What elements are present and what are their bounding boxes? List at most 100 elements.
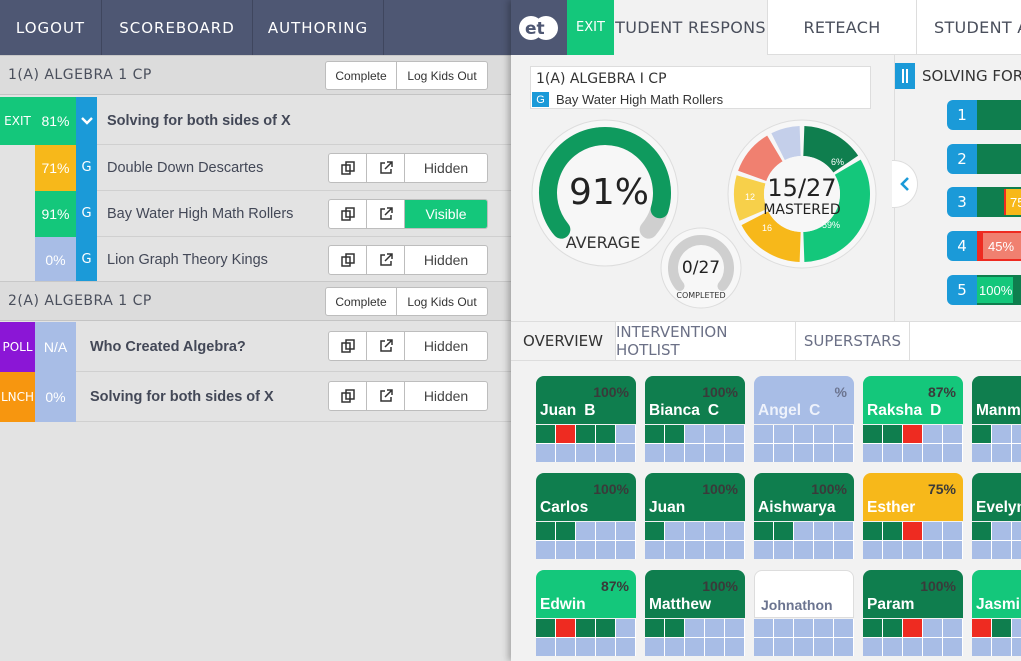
- question-cell[interactable]: [665, 619, 684, 637]
- question-cell[interactable]: [814, 444, 833, 462]
- student-card[interactable]: 100% Matthew: [645, 570, 745, 657]
- tab-intervention-hotlist[interactable]: INTERVENTION HOTLIST: [616, 322, 796, 360]
- question-cell[interactable]: [685, 425, 704, 443]
- question-cell[interactable]: [645, 638, 664, 656]
- question-cell[interactable]: [943, 619, 962, 637]
- question-cell[interactable]: [616, 425, 635, 443]
- external-link-icon[interactable]: [367, 154, 405, 182]
- question-cell[interactable]: [685, 638, 704, 656]
- question-cell[interactable]: [923, 541, 942, 559]
- student-card[interactable]: 100% Aishwarya: [754, 473, 854, 560]
- question-cell[interactable]: [774, 444, 793, 462]
- question-cell[interactable]: [903, 619, 922, 637]
- question-cell[interactable]: [665, 444, 684, 462]
- question-cell[interactable]: [883, 638, 902, 656]
- question-cell[interactable]: [1012, 619, 1021, 637]
- question-cell[interactable]: [685, 444, 704, 462]
- question-cell[interactable]: [943, 444, 962, 462]
- question-cell[interactable]: [794, 522, 813, 540]
- question-cell[interactable]: [725, 425, 744, 443]
- question-cell[interactable]: [705, 522, 724, 540]
- visibility-toggle[interactable]: Visible: [405, 200, 487, 228]
- question-cell[interactable]: [536, 522, 555, 540]
- question-cell[interactable]: [576, 522, 595, 540]
- question-cell[interactable]: [754, 444, 773, 462]
- student-card[interactable]: 100% Juan B: [536, 376, 636, 463]
- student-card[interactable]: % Angel C: [754, 376, 854, 463]
- external-link-icon[interactable]: [367, 382, 405, 410]
- question-cell[interactable]: [596, 638, 615, 656]
- question-cell[interactable]: [754, 619, 773, 637]
- tab-student-admin[interactable]: STUDENT ADMIN: [934, 18, 1021, 37]
- question-cell[interactable]: [725, 541, 744, 559]
- question-cell[interactable]: [972, 444, 991, 462]
- question-cell[interactable]: [883, 444, 902, 462]
- student-card[interactable]: Manmeet: [972, 376, 1021, 463]
- question-cell[interactable]: [725, 522, 744, 540]
- question-cell[interactable]: [834, 522, 853, 540]
- question-cell[interactable]: [834, 425, 853, 443]
- question-cell[interactable]: [685, 619, 704, 637]
- copy-icon[interactable]: [329, 332, 367, 360]
- student-card[interactable]: 87% Raksha D: [863, 376, 963, 463]
- question-cell[interactable]: [883, 541, 902, 559]
- question-cell[interactable]: [665, 522, 684, 540]
- question-cell[interactable]: [536, 541, 555, 559]
- question-cell[interactable]: [903, 638, 922, 656]
- question-cell[interactable]: [536, 444, 555, 462]
- question-cell[interactable]: [923, 444, 942, 462]
- question-cell[interactable]: [814, 541, 833, 559]
- question-cell[interactable]: [754, 638, 773, 656]
- question-cell[interactable]: [863, 541, 882, 559]
- question-cell[interactable]: [972, 638, 991, 656]
- question-cell[interactable]: [943, 541, 962, 559]
- question-cell[interactable]: [616, 444, 635, 462]
- student-bar[interactable]: 1: [947, 100, 1021, 130]
- student-card[interactable]: 100% Param: [863, 570, 963, 657]
- question-cell[interactable]: [794, 619, 813, 637]
- question-cell[interactable]: [596, 425, 615, 443]
- question-cell[interactable]: [725, 444, 744, 462]
- question-cell[interactable]: [725, 638, 744, 656]
- question-cell[interactable]: [616, 541, 635, 559]
- question-cell[interactable]: [1012, 444, 1021, 462]
- tab-overview[interactable]: OVERVIEW: [511, 322, 616, 360]
- question-cell[interactable]: [576, 444, 595, 462]
- question-cell[interactable]: [536, 638, 555, 656]
- question-cell[interactable]: [556, 444, 575, 462]
- question-cell[interactable]: [883, 522, 902, 540]
- visibility-toggle[interactable]: Hidden: [423, 338, 469, 354]
- external-link-icon[interactable]: [367, 332, 405, 360]
- question-cell[interactable]: [616, 638, 635, 656]
- question-cell[interactable]: [576, 541, 595, 559]
- question-cell[interactable]: [576, 425, 595, 443]
- question-cell[interactable]: [903, 522, 922, 540]
- complete-button[interactable]: Complete: [326, 288, 397, 315]
- question-cell[interactable]: [645, 444, 664, 462]
- question-cell[interactable]: [923, 522, 942, 540]
- question-cell[interactable]: [992, 638, 1011, 656]
- question-cell[interactable]: [774, 619, 793, 637]
- activity-row-exit[interactable]: EXIT 81% Solving for both sides of X: [0, 96, 511, 145]
- copy-icon[interactable]: [329, 200, 367, 228]
- question-cell[interactable]: [596, 522, 615, 540]
- question-cell[interactable]: [596, 619, 615, 637]
- question-cell[interactable]: [754, 522, 773, 540]
- question-cell[interactable]: [992, 522, 1011, 540]
- question-cell[interactable]: [754, 425, 773, 443]
- student-bar[interactable]: 4 45%: [947, 231, 1021, 261]
- menu-icon[interactable]: [895, 63, 915, 89]
- complete-button[interactable]: Complete: [326, 62, 397, 89]
- question-cell[interactable]: [883, 425, 902, 443]
- question-cell[interactable]: [576, 619, 595, 637]
- student-card[interactable]: 100% Bianca C: [645, 376, 745, 463]
- question-cell[interactable]: [992, 541, 1011, 559]
- question-cell[interactable]: [685, 522, 704, 540]
- question-cell[interactable]: [725, 619, 744, 637]
- question-cell[interactable]: [596, 444, 615, 462]
- copy-icon[interactable]: [329, 382, 367, 410]
- question-cell[interactable]: [814, 619, 833, 637]
- question-cell[interactable]: [863, 638, 882, 656]
- student-card[interactable]: 100% Juan: [645, 473, 745, 560]
- question-cell[interactable]: [903, 541, 922, 559]
